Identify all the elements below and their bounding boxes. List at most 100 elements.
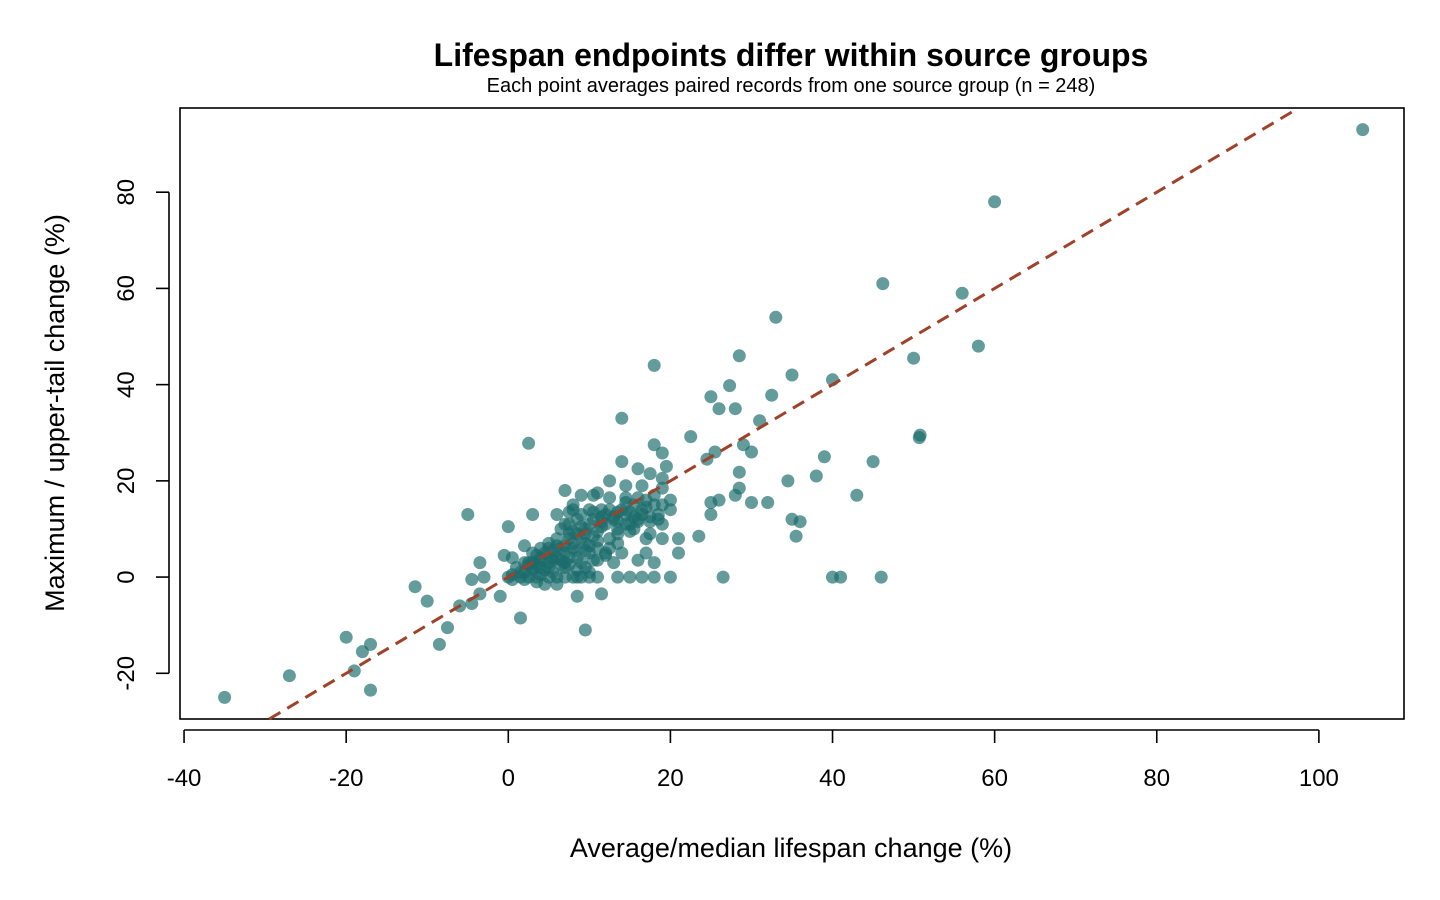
data-point bbox=[672, 532, 685, 546]
chart-subtitle: Each point averages paired records from … bbox=[487, 75, 1096, 97]
data-point bbox=[578, 623, 592, 637]
data-point bbox=[562, 527, 576, 541]
x-tick-label: 20 bbox=[657, 765, 684, 792]
plot-frame bbox=[179, 107, 1405, 720]
y-tick-label: 40 bbox=[113, 371, 140, 398]
data-point bbox=[988, 195, 1002, 209]
data-point bbox=[473, 556, 487, 570]
data-point bbox=[723, 379, 737, 393]
data-point bbox=[522, 436, 536, 450]
data-point bbox=[716, 570, 730, 584]
data-point bbox=[647, 556, 661, 570]
data-point bbox=[643, 467, 657, 481]
data-point bbox=[745, 496, 758, 509]
y-axis: -20 0 20 40 60 80 bbox=[113, 179, 170, 691]
data-point bbox=[558, 556, 572, 570]
data-point bbox=[599, 517, 613, 531]
data-point bbox=[550, 508, 564, 521]
data-point bbox=[866, 455, 880, 469]
data-point bbox=[659, 459, 673, 473]
data-point bbox=[465, 573, 479, 586]
reference-line-layer bbox=[268, 106, 1300, 721]
data-point bbox=[615, 546, 629, 560]
data-point bbox=[712, 493, 726, 507]
data-point bbox=[591, 541, 604, 555]
y-axis-label: Maximum / upper-tail change (%) bbox=[40, 214, 70, 612]
x-tick-label: 40 bbox=[819, 765, 846, 792]
data-point bbox=[971, 339, 985, 353]
data-point bbox=[955, 286, 969, 300]
x-axis: -40 -20 0 20 40 60 80 100 bbox=[167, 729, 1339, 792]
data-point bbox=[514, 611, 527, 625]
data-point bbox=[761, 496, 775, 509]
data-point bbox=[493, 589, 507, 603]
data-point bbox=[639, 532, 653, 546]
data-point bbox=[420, 594, 434, 608]
data-point bbox=[570, 589, 584, 603]
data-point bbox=[546, 553, 560, 567]
data-point bbox=[809, 469, 823, 483]
x-tick-label: 60 bbox=[981, 765, 1008, 792]
data-point bbox=[627, 522, 641, 536]
reference-line bbox=[268, 106, 1300, 721]
data-point bbox=[631, 553, 645, 567]
chart-title: Lifespan endpoints differ within source … bbox=[434, 37, 1149, 73]
data-point bbox=[586, 488, 600, 502]
data-point bbox=[408, 580, 422, 594]
y-tick-label: 80 bbox=[113, 179, 140, 206]
data-point bbox=[692, 529, 706, 543]
data-point bbox=[647, 438, 661, 452]
data-point bbox=[663, 503, 677, 517]
data-point bbox=[647, 570, 661, 584]
data-point bbox=[477, 570, 491, 584]
y-tick-label: 20 bbox=[113, 468, 140, 495]
data-point bbox=[218, 690, 232, 704]
data-point bbox=[655, 471, 669, 485]
data-point bbox=[461, 508, 475, 521]
points-layer bbox=[218, 123, 1370, 704]
data-point bbox=[631, 462, 645, 476]
data-point bbox=[355, 645, 369, 659]
y-tick-label: -20 bbox=[113, 656, 140, 691]
data-point bbox=[912, 431, 926, 445]
data-point bbox=[441, 621, 454, 635]
data-point bbox=[712, 402, 726, 416]
data-point bbox=[732, 349, 746, 363]
data-point bbox=[874, 570, 888, 584]
data-point bbox=[501, 520, 515, 534]
data-point bbox=[684, 430, 698, 444]
x-tick-label: -20 bbox=[329, 765, 364, 792]
data-point bbox=[672, 546, 685, 560]
data-point bbox=[432, 637, 446, 651]
data-point bbox=[655, 446, 669, 460]
data-point bbox=[663, 570, 677, 584]
data-point bbox=[505, 551, 519, 565]
data-point bbox=[542, 541, 556, 555]
data-point bbox=[595, 587, 608, 601]
data-point bbox=[635, 570, 649, 584]
data-point bbox=[526, 508, 540, 521]
data-point bbox=[578, 544, 592, 558]
data-point bbox=[817, 450, 831, 464]
data-point bbox=[619, 496, 633, 509]
data-point bbox=[574, 488, 588, 502]
data-point bbox=[534, 561, 548, 574]
data-point bbox=[876, 277, 890, 291]
data-point bbox=[603, 541, 617, 555]
data-point bbox=[339, 630, 353, 644]
data-point bbox=[781, 474, 795, 488]
data-point bbox=[603, 491, 617, 505]
data-point bbox=[732, 465, 746, 479]
data-point bbox=[558, 484, 572, 497]
data-point bbox=[655, 532, 669, 546]
x-tick-label: -40 bbox=[167, 765, 202, 792]
data-point bbox=[907, 351, 921, 365]
data-point bbox=[550, 577, 564, 591]
x-tick-label: 100 bbox=[1299, 765, 1339, 792]
data-point bbox=[728, 488, 742, 502]
data-point bbox=[728, 402, 742, 416]
data-point bbox=[704, 508, 718, 521]
data-point bbox=[574, 520, 588, 534]
